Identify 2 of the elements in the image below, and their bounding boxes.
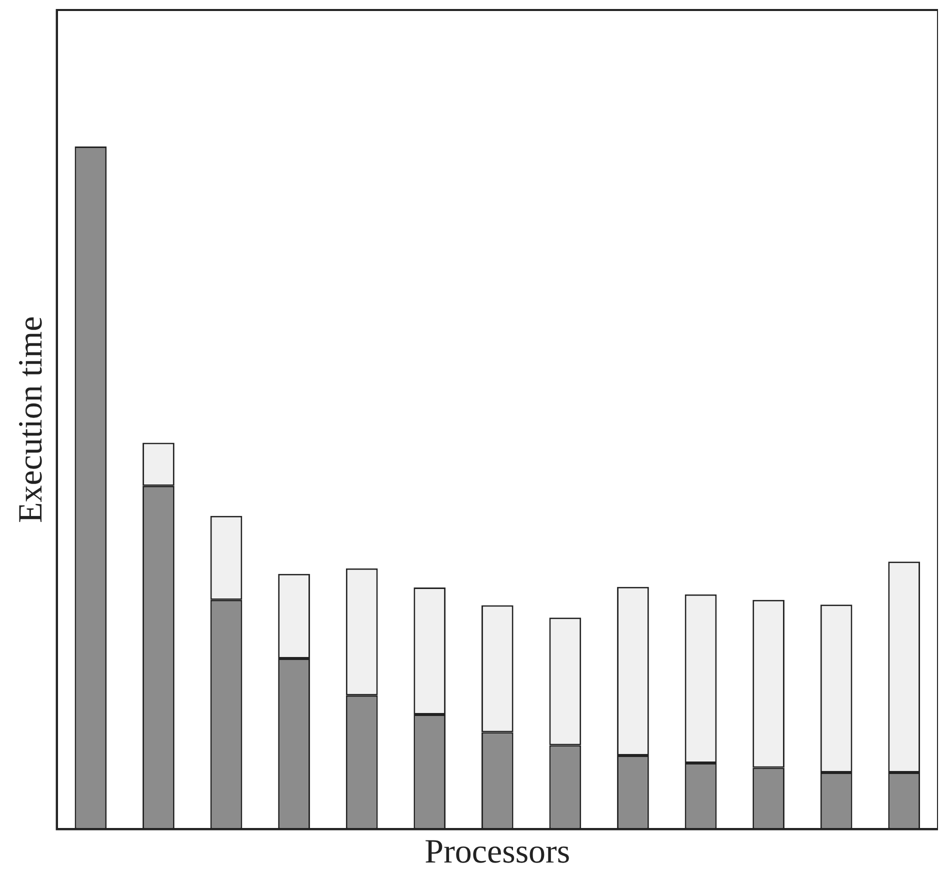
- x-axis-title: Processors: [424, 834, 570, 871]
- y-axis-title: Execution time: [12, 316, 50, 523]
